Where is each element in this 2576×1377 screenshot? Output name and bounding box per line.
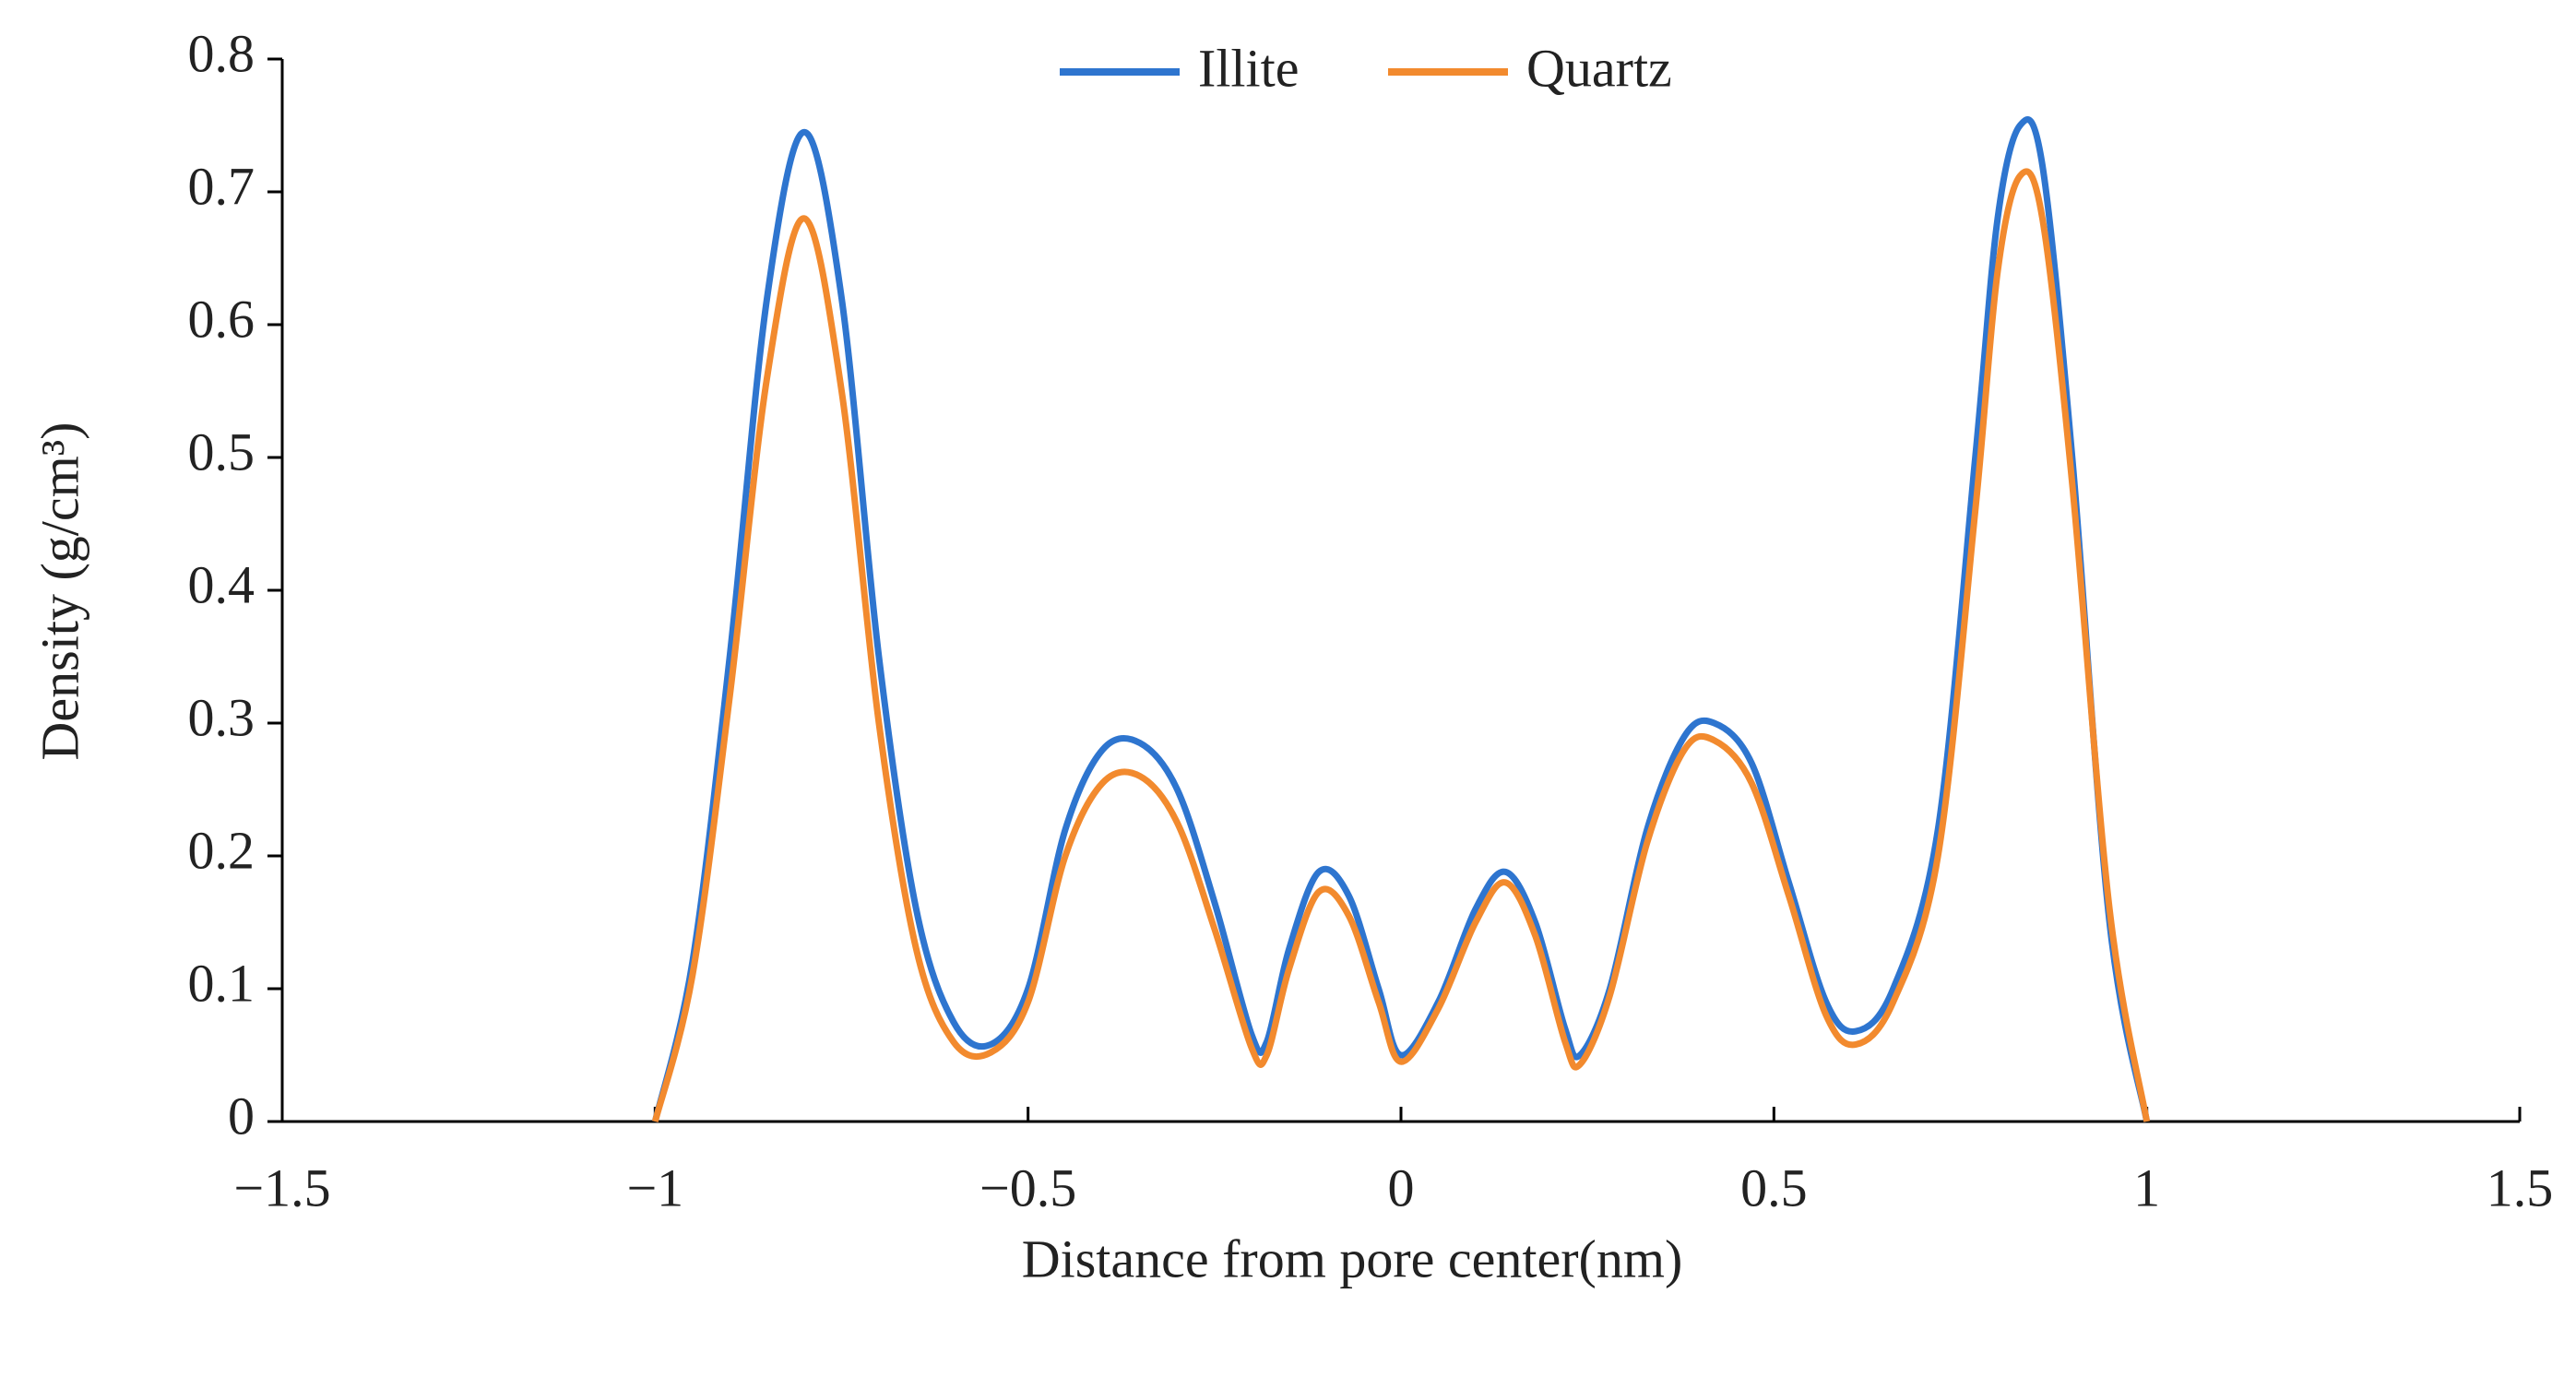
- data-line: [651, 116, 2151, 1122]
- x-tick-label: −0.5: [979, 1157, 1076, 1217]
- x-tick-label: 1: [2133, 1157, 2160, 1217]
- legend-label: Illite: [1198, 38, 1300, 98]
- x-tick-label: −1.5: [233, 1157, 330, 1217]
- y-tick-label: 0.4: [188, 554, 255, 614]
- data-line: [651, 168, 2151, 1122]
- x-tick-label: −1: [626, 1157, 683, 1217]
- x-tick-label: 0.5: [1740, 1157, 1808, 1217]
- y-tick-label: 0.8: [188, 23, 255, 83]
- x-axis-label: Distance from pore center(nm): [1022, 1229, 1683, 1288]
- legend-label: Quartz: [1526, 38, 1672, 98]
- x-tick-label: 0: [1388, 1157, 1415, 1217]
- y-tick-label: 0.6: [188, 289, 255, 349]
- y-tick-label: 0.2: [188, 820, 255, 880]
- y-axis-label: Density (g/cm³): [30, 422, 89, 761]
- y-tick-label: 0: [228, 1086, 255, 1146]
- y-tick-label: 0.5: [188, 421, 255, 481]
- x-tick-label: 1.5: [2487, 1157, 2554, 1217]
- y-tick-label: 0.1: [188, 953, 255, 1013]
- y-tick-label: 0.3: [188, 687, 255, 747]
- y-tick-label: 0.7: [188, 156, 255, 216]
